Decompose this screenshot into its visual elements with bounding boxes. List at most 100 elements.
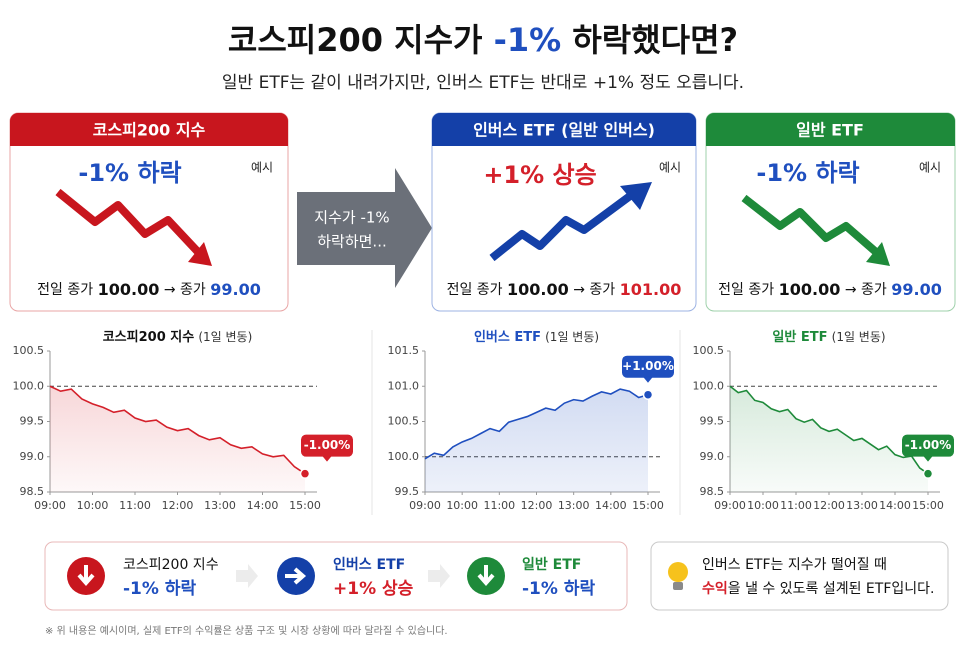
chart-title: 인버스 ETF (1일 변동) [474,329,599,345]
title-highlight: -1% [494,21,562,59]
tip-text: 인버스 ETF는 지수가 떨어질 때 [702,557,887,573]
price-arrow: → [573,282,585,298]
y-tick-label: 100.5 [388,415,420,428]
area [730,386,928,492]
price: 101.00 [620,280,682,299]
tip-highlight: 수익 [702,580,728,597]
summary-change: -1% 하락 [522,579,595,599]
summary-change: -1% 하락 [123,579,196,599]
price: 99.00 [891,280,942,299]
flow-arrow [428,564,450,588]
summary-name: 코스피200 지수 [123,557,219,573]
x-tick-label: 14:00 [247,499,279,512]
footnote: ※ 위 내용은 예시이며, 실제 ETF의 수익률은 상품 구조 및 시장 상황… [45,624,448,637]
end-dot [642,389,654,400]
y-tick-label: 98.5 [20,485,45,498]
arrow-text: 하락하면... [317,233,387,251]
title-part: 하락했다면? [561,21,738,59]
x-tick-label: 15:00 [289,499,321,512]
y-tick-label: 100.5 [13,344,45,357]
y-tick-label: 99.5 [395,485,420,498]
price: 100.00 [98,280,160,299]
card-tag: 예시 [919,161,941,175]
end-dot [299,468,311,479]
tip-text: 수익을 낼 수 있도록 설계된 ETF입니다. [702,580,934,597]
callout-text: +1.00% [622,359,674,373]
summary-change: +1% 상승 [333,579,414,599]
price-label: 종가 [589,282,615,298]
y-tick-label: 99.0 [20,450,45,463]
card-change: +1% 상승 [483,161,596,189]
x-tick-label: 12:00 [521,499,553,512]
card-label: 인버스 ETF (일반 인버스) [473,121,655,140]
line [729,385,929,475]
arrow-text: 지수가 -1% [314,209,389,227]
callout [902,434,954,457]
price: 99.00 [210,280,261,299]
chart-title-suffix: (1일 변동) [832,330,886,344]
price-label: 종가 [861,282,887,298]
y-tick-label: 100.0 [13,379,45,392]
y-tick-label: 100.0 [693,379,725,392]
arrow-head [620,182,652,210]
chart-title-main: 일반 ETF [772,329,827,345]
card-header [10,113,288,146]
card-header [432,113,696,146]
callout-text: -1.00% [304,438,351,452]
y-tick-label: 99.0 [700,450,725,463]
x-tick-label: 13:00 [846,499,878,512]
chart-title: 일반 ETF (1일 변동) [772,329,885,345]
x-tick-label: 10:00 [77,499,109,512]
x-tick-label: 10:00 [747,499,779,512]
price: 100.00 [507,280,569,299]
card-header [706,113,955,146]
callout-tail [923,455,933,462]
callout-text: -1.00% [905,438,952,452]
icon-arrow [477,565,495,587]
card-change: -1% 하락 [756,159,859,187]
price-arrow: → [845,282,857,298]
trend-arrow [55,188,201,255]
summary-box [44,541,628,611]
trend-arrow [741,194,879,256]
bulb-base [673,582,683,590]
x-tick-label: 10:00 [446,499,478,512]
y-tick-label: 100.0 [388,450,420,463]
x-tick-label: 12:00 [162,499,194,512]
y-tick-label: 99.5 [700,415,725,428]
card-label: 코스피200 지수 [93,121,206,140]
card-change: -1% 하락 [78,159,181,187]
line [49,385,306,475]
title-part: 코스피200 지수가 [228,21,494,59]
x-tick-label: 13:00 [558,499,590,512]
y-tick-label: 98.5 [700,485,725,498]
card-label: 일반 ETF [796,121,864,140]
card-tag: 예시 [251,161,273,175]
chart-title-suffix: (1일 변동) [198,330,252,344]
y-tick-label: 99.5 [20,415,45,428]
flow-arrow [236,564,258,588]
bulb-icon [668,562,688,582]
x-tick-label: 14:00 [879,499,911,512]
x-tick-label: 12:00 [813,499,845,512]
summary-name: 일반 ETF [522,556,581,573]
card-prices: 전일 종가 100.00 → 종가 99.00 [718,280,942,299]
price-label: 종가 [180,282,206,298]
callout-tail [322,455,332,462]
area [425,389,648,492]
y-tick-label: 101.5 [388,344,420,357]
line [424,388,649,460]
x-tick-label: 11:00 [119,499,151,512]
chart-title-main: 코스피200 지수 [103,330,195,345]
summary-name: 인버스 ETF [333,556,405,573]
card-tag: 예시 [659,161,681,175]
x-tick-label: 09:00 [409,499,441,512]
tip-box [650,541,949,611]
y-tick-label: 100.5 [693,344,725,357]
price-label: 전일 종가 [37,282,93,298]
x-tick-label: 13:00 [204,499,236,512]
chart-title: 코스피200 지수 (1일 변동) [103,330,253,345]
callout-tail [643,376,653,383]
price-arrow: → [164,282,176,298]
